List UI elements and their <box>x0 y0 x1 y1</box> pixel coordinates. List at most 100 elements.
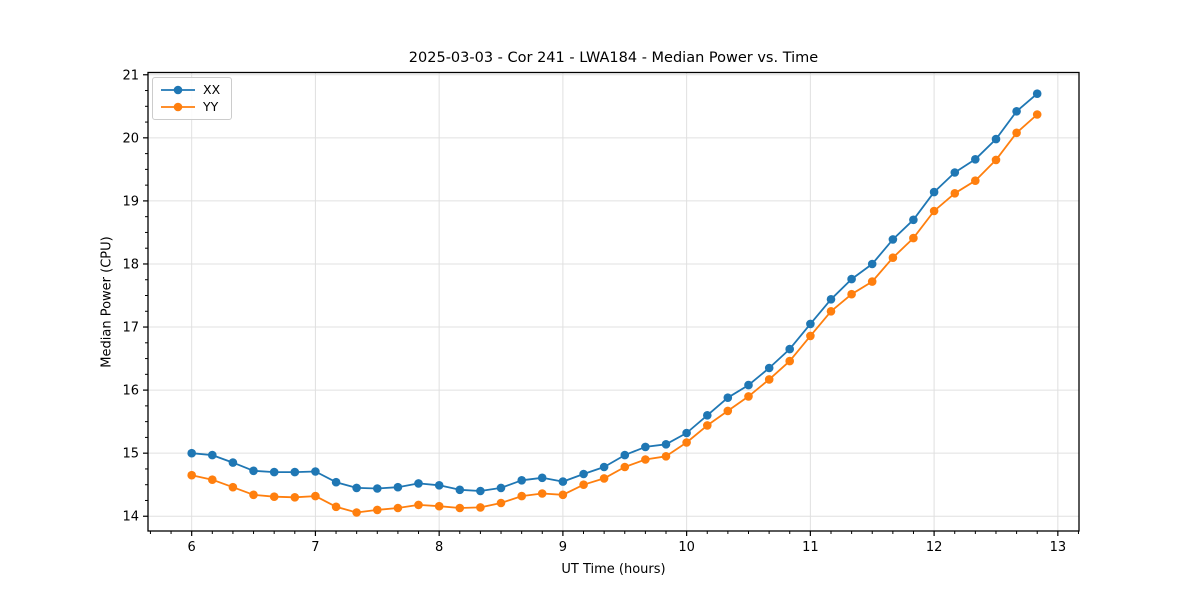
data-point-yy <box>991 155 1001 165</box>
x-tick-label: 11 <box>802 540 819 555</box>
data-point-xx <box>661 440 671 449</box>
legend-label-xx: XX <box>203 82 221 97</box>
x-tick-label: 10 <box>678 540 695 555</box>
data-point-xx <box>991 134 1001 144</box>
y-tick-label: 14 <box>122 510 139 525</box>
data-point-yy <box>476 503 485 512</box>
data-point-xx <box>785 344 794 354</box>
data-point-xx <box>682 428 691 438</box>
y-tick-label: 20 <box>122 131 139 146</box>
data-point-xx <box>208 450 217 460</box>
legend-item-yy: YY <box>160 100 220 114</box>
data-point-yy <box>950 189 960 198</box>
data-point-yy <box>496 498 506 508</box>
x-axis-label: UT Time (hours) <box>561 562 666 577</box>
data-point-xx <box>847 274 856 284</box>
x-tick-label: 9 <box>559 540 567 555</box>
data-point-xx <box>414 479 423 488</box>
data-point-yy <box>517 491 526 501</box>
data-point-xx <box>641 442 650 452</box>
y-axis-label: Median Power (CPU) <box>99 236 115 368</box>
data-point-yy <box>331 502 341 512</box>
series-xx <box>187 89 1042 496</box>
data-point-yy <box>620 462 630 472</box>
series-yy <box>187 110 1042 517</box>
data-point-xx <box>620 450 630 460</box>
data-point-xx <box>249 466 258 476</box>
data-point-xx <box>455 485 465 495</box>
data-point-yy <box>806 331 815 341</box>
data-point-xx <box>352 483 361 493</box>
data-point-yy <box>867 277 877 286</box>
x-tick-label: 12 <box>926 540 943 555</box>
data-point-yy <box>352 508 361 517</box>
data-point-xx <box>806 319 815 329</box>
data-point-xx <box>929 187 939 197</box>
data-point-yy <box>909 233 918 243</box>
data-point-yy <box>888 253 898 262</box>
data-point-yy <box>929 206 939 216</box>
data-point-yy <box>434 501 444 511</box>
x-tick-label: 7 <box>311 540 319 555</box>
data-point-yy <box>537 489 547 498</box>
data-point-xx <box>331 477 341 487</box>
data-point-xx <box>558 477 568 486</box>
data-point-yy <box>764 375 774 384</box>
data-point-xx <box>867 259 877 269</box>
data-point-xx <box>826 295 836 304</box>
data-point-xx <box>290 467 300 477</box>
data-point-yy <box>599 474 609 483</box>
data-point-yy <box>682 438 691 447</box>
data-point-xx <box>1032 89 1042 98</box>
data-point-yy <box>228 482 238 492</box>
data-point-yy <box>723 406 733 416</box>
data-point-yy <box>971 176 980 185</box>
data-point-yy <box>455 503 465 513</box>
data-point-xx <box>764 363 774 373</box>
data-point-yy <box>579 480 588 490</box>
data-point-yy <box>1012 128 1021 138</box>
data-point-yy <box>311 491 320 501</box>
data-point-yy <box>290 493 300 502</box>
data-point-xx <box>599 462 609 472</box>
data-point-yy <box>187 470 196 480</box>
data-point-yy <box>558 490 568 500</box>
data-point-xx <box>723 393 733 403</box>
x-tick-label: 6 <box>188 540 196 555</box>
axis-minor-ticks <box>145 90 1079 534</box>
data-point-yy <box>847 289 856 299</box>
data-point-xx <box>476 486 485 496</box>
axes-frame <box>147 71 1080 532</box>
x-tick-label: 13 <box>1050 540 1067 555</box>
data-point-yy <box>373 505 382 515</box>
data-point-xx <box>269 467 279 477</box>
data-point-yy <box>1032 110 1042 119</box>
y-tick-label: 21 <box>122 68 139 83</box>
data-point-xx <box>187 448 196 458</box>
data-point-yy <box>641 455 650 464</box>
data-point-xx <box>1012 107 1021 116</box>
data-point-yy <box>661 452 671 461</box>
y-tick-label: 17 <box>122 321 139 336</box>
data-point-xx <box>909 215 918 225</box>
data-point-xx <box>744 380 753 390</box>
legend-label-yy: YY <box>203 99 219 114</box>
grid-lines <box>148 72 1079 531</box>
data-point-yy <box>249 490 258 500</box>
data-point-xx <box>888 235 898 244</box>
data-point-yy <box>703 421 712 430</box>
data-point-yy <box>826 307 836 316</box>
data-point-yy <box>208 475 217 485</box>
data-point-xx <box>971 155 980 164</box>
data-point-xx <box>393 482 403 492</box>
legend-line-marker-yy <box>161 102 195 112</box>
data-point-xx <box>373 484 382 493</box>
legend-item-xx: XX <box>160 83 220 97</box>
data-point-xx <box>950 168 960 177</box>
data-point-xx <box>496 483 506 493</box>
data-point-yy <box>785 356 794 366</box>
data-point-yy <box>393 503 403 513</box>
legend: XX YY <box>152 77 233 120</box>
